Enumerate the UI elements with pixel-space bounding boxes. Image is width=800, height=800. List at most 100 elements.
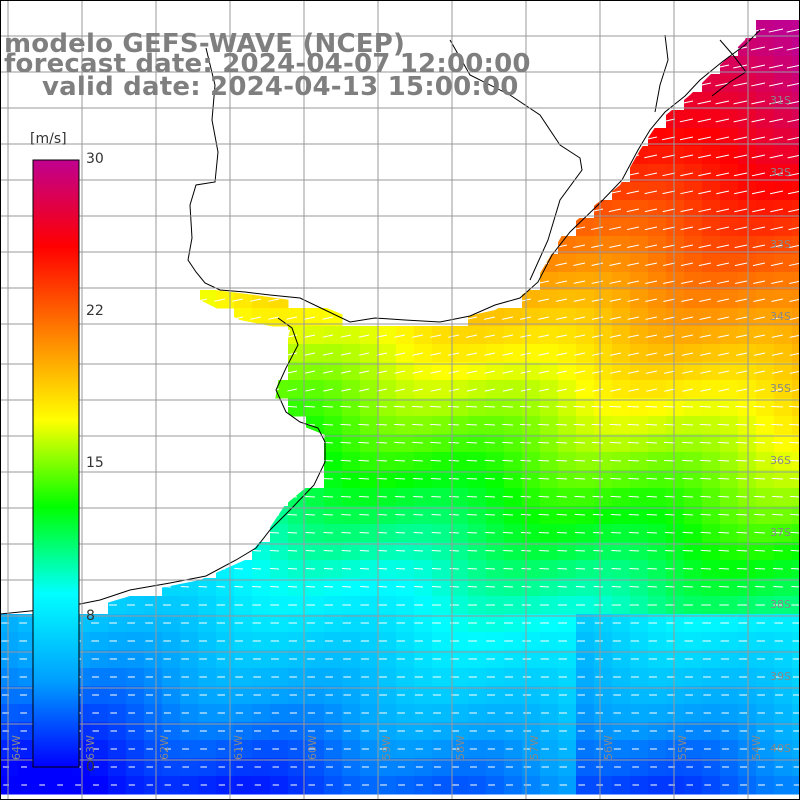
field-cell [720, 200, 739, 219]
field-cell [774, 398, 793, 417]
field-cell [594, 398, 613, 417]
field-cell [144, 632, 163, 651]
field-cell [540, 722, 559, 741]
field-cell [684, 506, 703, 525]
wind-arrow [609, 262, 622, 266]
wind-arrow [449, 585, 460, 588]
field-cell [126, 722, 145, 741]
field-cell [594, 326, 613, 345]
field-cell [774, 182, 793, 201]
field-cell [558, 272, 577, 291]
field-cell [738, 182, 757, 201]
field-cell [684, 254, 703, 273]
field-cell [234, 560, 253, 579]
field-cell [360, 632, 379, 651]
field-cell [720, 326, 739, 345]
field-cell [144, 614, 163, 633]
field-cell [576, 416, 595, 435]
field-cell [504, 308, 523, 327]
field-cell [414, 326, 433, 345]
field-cell [396, 632, 415, 651]
field-cell [558, 308, 577, 327]
field-cell [54, 776, 73, 795]
field-cell [234, 722, 253, 741]
field-cell [378, 380, 397, 399]
field-cell [666, 434, 685, 453]
wind-arrow [753, 441, 766, 444]
field-cell [432, 416, 451, 435]
wind-arrow [538, 388, 550, 392]
wind-arrow [591, 423, 604, 426]
wind-arrow [413, 513, 424, 516]
field-cell [504, 380, 523, 399]
wind-arrow [753, 280, 766, 285]
colorbar-unit: [m/s] [30, 131, 67, 147]
field-cell [576, 632, 595, 651]
field-cell [378, 578, 397, 597]
field-cell [738, 272, 757, 291]
wind-arrow [538, 477, 550, 480]
field-cell [36, 776, 55, 795]
field-cell [702, 326, 721, 345]
field-cell [648, 416, 667, 435]
field-cell [558, 776, 577, 795]
field-cell [630, 488, 649, 507]
model-title: modelo GEFS-WAVE (NCEP) [4, 29, 406, 59]
field-cell [180, 596, 199, 615]
wind-arrow [733, 118, 748, 123]
field-cell [594, 542, 613, 561]
latitude-label: 36S [770, 454, 791, 467]
field-cell [666, 740, 685, 759]
wind-arrow [484, 441, 496, 444]
field-cell [288, 650, 307, 669]
field-cell [432, 596, 451, 615]
field-cell [504, 524, 523, 543]
field-cell [756, 596, 775, 615]
field-cell [684, 380, 703, 399]
wind-arrow [573, 280, 586, 284]
wind-arrow [646, 477, 658, 480]
field-cell [792, 20, 800, 39]
field-cell [720, 578, 739, 597]
field-cell [666, 272, 685, 291]
field-cell [738, 524, 757, 543]
latitude-label: 35S [770, 382, 791, 395]
wind-arrow [786, 46, 800, 51]
field-cell [72, 776, 91, 795]
field-cell [450, 578, 469, 597]
wind-arrow [771, 334, 784, 338]
wind-arrow [610, 388, 622, 392]
field-cell [630, 452, 649, 471]
wind-arrow [377, 513, 388, 516]
field-cell [396, 470, 415, 489]
field-cell [648, 668, 667, 687]
field-cell [324, 524, 343, 543]
field-cell [306, 488, 325, 507]
wind-arrow [787, 136, 800, 141]
wind-arrow [789, 423, 800, 426]
field-cell [342, 614, 361, 633]
field-cell [252, 632, 271, 651]
field-cell [342, 560, 361, 579]
wind-arrow [304, 334, 316, 338]
field-cell [126, 668, 145, 687]
wind-arrow [574, 388, 586, 392]
field-cell [486, 416, 505, 435]
field-cell [324, 686, 343, 705]
field-cell [432, 578, 451, 597]
field-cell [522, 470, 541, 489]
field-cell [648, 596, 667, 615]
field-cell [792, 146, 800, 165]
wind-arrow [752, 226, 766, 231]
wind-arrow [556, 477, 568, 480]
field-cell [144, 740, 163, 759]
wind-arrow [592, 477, 604, 480]
field-cell [522, 614, 541, 633]
field-cell [504, 452, 523, 471]
wind-arrow [502, 513, 514, 516]
field-cell [504, 776, 523, 795]
wind-arrow [771, 370, 784, 374]
wind-arrow [467, 549, 478, 552]
wind-arrow [645, 316, 658, 320]
